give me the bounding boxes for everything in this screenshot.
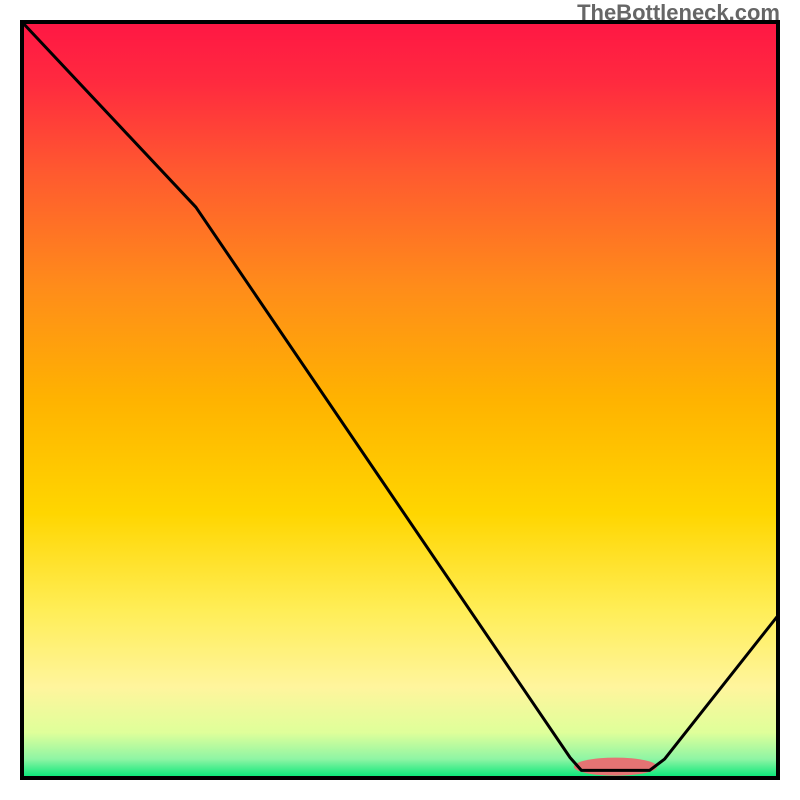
chart-svg — [0, 0, 800, 800]
bottleneck-chart: TheBottleneck.com — [0, 0, 800, 800]
plot-gradient-bg — [22, 22, 778, 778]
attribution-label: TheBottleneck.com — [577, 0, 780, 26]
optimal-marker — [574, 758, 657, 776]
